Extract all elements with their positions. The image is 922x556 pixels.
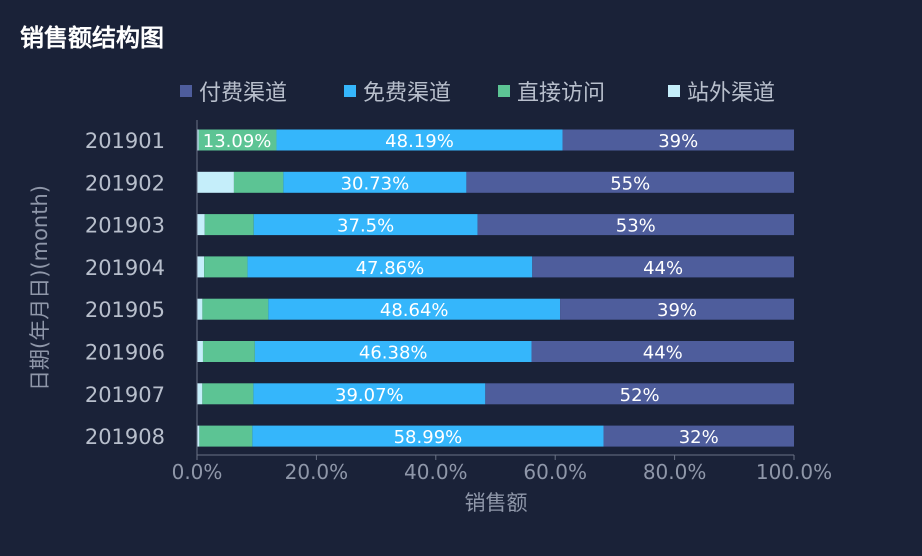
bar-201901-series-4 xyxy=(562,129,794,151)
category-label-201903: 201903 xyxy=(85,214,165,238)
bar-201901-series-2 xyxy=(198,129,277,151)
category-label-201906: 201906 xyxy=(85,341,165,365)
data-label-201904-series-4: 44% xyxy=(643,258,683,279)
bar-201903-series-3 xyxy=(253,214,478,236)
category-label-201908: 201908 xyxy=(85,425,165,449)
x-tick-label-5: 80.0% xyxy=(643,460,707,484)
bar-201905-series-1 xyxy=(197,298,203,320)
bar-201905-series-3 xyxy=(268,298,561,320)
bar-201903-series-2 xyxy=(204,214,254,236)
category-label-201902: 201902 xyxy=(85,171,165,195)
x-tick-label-1: 0.0% xyxy=(172,460,223,484)
data-label-201902-series-3: 30.73% xyxy=(341,173,410,194)
x-tick-label-6: 100.0% xyxy=(756,460,832,484)
category-label-201907: 201907 xyxy=(85,383,165,407)
data-label-201901-series-3: 48.19% xyxy=(385,131,454,152)
bar-201904-series-4 xyxy=(532,256,794,278)
bar-201902-series-2 xyxy=(233,171,284,193)
category-label-201904: 201904 xyxy=(85,256,165,280)
x-tick-label-3: 40.0% xyxy=(404,460,468,484)
legend-label-2: 免费渠道 xyxy=(363,81,451,106)
data-label-201903-series-4: 53% xyxy=(616,216,656,237)
x-axis-title: 销售额 xyxy=(465,491,528,515)
bar-201906-series-4 xyxy=(531,341,794,362)
legend-swatch-2 xyxy=(344,85,356,97)
data-label-201904-series-3: 47.86% xyxy=(356,258,425,279)
bar-201906-series-2 xyxy=(202,341,255,362)
bar-201907-series-1 xyxy=(197,383,203,405)
data-label-201901-series-4: 39% xyxy=(658,131,698,152)
data-label-201905-series-3: 48.64% xyxy=(380,300,449,321)
data-label-201901-series-2: 13.09% xyxy=(203,131,272,152)
bar-201906-series-1 xyxy=(197,341,203,362)
category-label-201905: 201905 xyxy=(85,298,165,322)
bar-201908-series-4 xyxy=(603,425,794,447)
x-tick-label-4: 60.0% xyxy=(523,460,587,484)
bar-201908-series-1 xyxy=(197,425,200,447)
legend-swatch-1 xyxy=(180,85,192,97)
bar-201904-series-2 xyxy=(204,256,248,278)
bar-201907-series-4 xyxy=(485,383,794,405)
bar-201903-series-1 xyxy=(197,214,205,236)
data-label-201903-series-3: 37.5% xyxy=(337,216,394,237)
bar-201901-series-3 xyxy=(276,129,563,151)
bar-201905-series-4 xyxy=(560,298,794,320)
data-label-201906-series-3: 46.38% xyxy=(359,343,428,364)
legend-label-3: 直接访问 xyxy=(517,81,605,106)
bar-201906-series-3 xyxy=(254,341,532,362)
legend-label-1: 付费渠道 xyxy=(199,81,287,106)
bar-201907-series-2 xyxy=(202,383,254,405)
bar-201908-series-2 xyxy=(199,425,253,447)
x-tick-label-2: 20.0% xyxy=(285,460,349,484)
data-label-201908-series-4: 32% xyxy=(679,427,719,448)
data-label-201906-series-4: 44% xyxy=(643,343,683,364)
legend-swatch-4 xyxy=(668,85,680,97)
legend-swatch-3 xyxy=(498,85,510,97)
bar-201902-series-3 xyxy=(283,171,467,193)
y-axis-title: 日期(年月日)(month) xyxy=(28,185,52,391)
bar-201905-series-2 xyxy=(202,298,269,320)
data-label-201907-series-4: 52% xyxy=(620,385,660,406)
bar-201902-series-4 xyxy=(466,171,794,193)
bar-201903-series-4 xyxy=(477,214,794,236)
bar-201907-series-3 xyxy=(253,383,486,405)
bar-201902-series-1 xyxy=(197,171,234,193)
category-label-201901: 201901 xyxy=(85,129,165,153)
bar-201904-series-1 xyxy=(197,256,205,278)
data-label-201902-series-4: 55% xyxy=(610,173,650,194)
legend-label-4: 站外渠道 xyxy=(687,81,775,106)
bar-201901-series-1 xyxy=(197,129,199,151)
data-label-201907-series-3: 39.07% xyxy=(335,385,404,406)
data-label-201908-series-3: 58.99% xyxy=(394,427,463,448)
bar-201904-series-3 xyxy=(247,256,533,278)
data-label-201905-series-4: 39% xyxy=(657,300,697,321)
chart-title: 销售额结构图 xyxy=(20,24,164,52)
bar-201908-series-3 xyxy=(252,425,604,447)
